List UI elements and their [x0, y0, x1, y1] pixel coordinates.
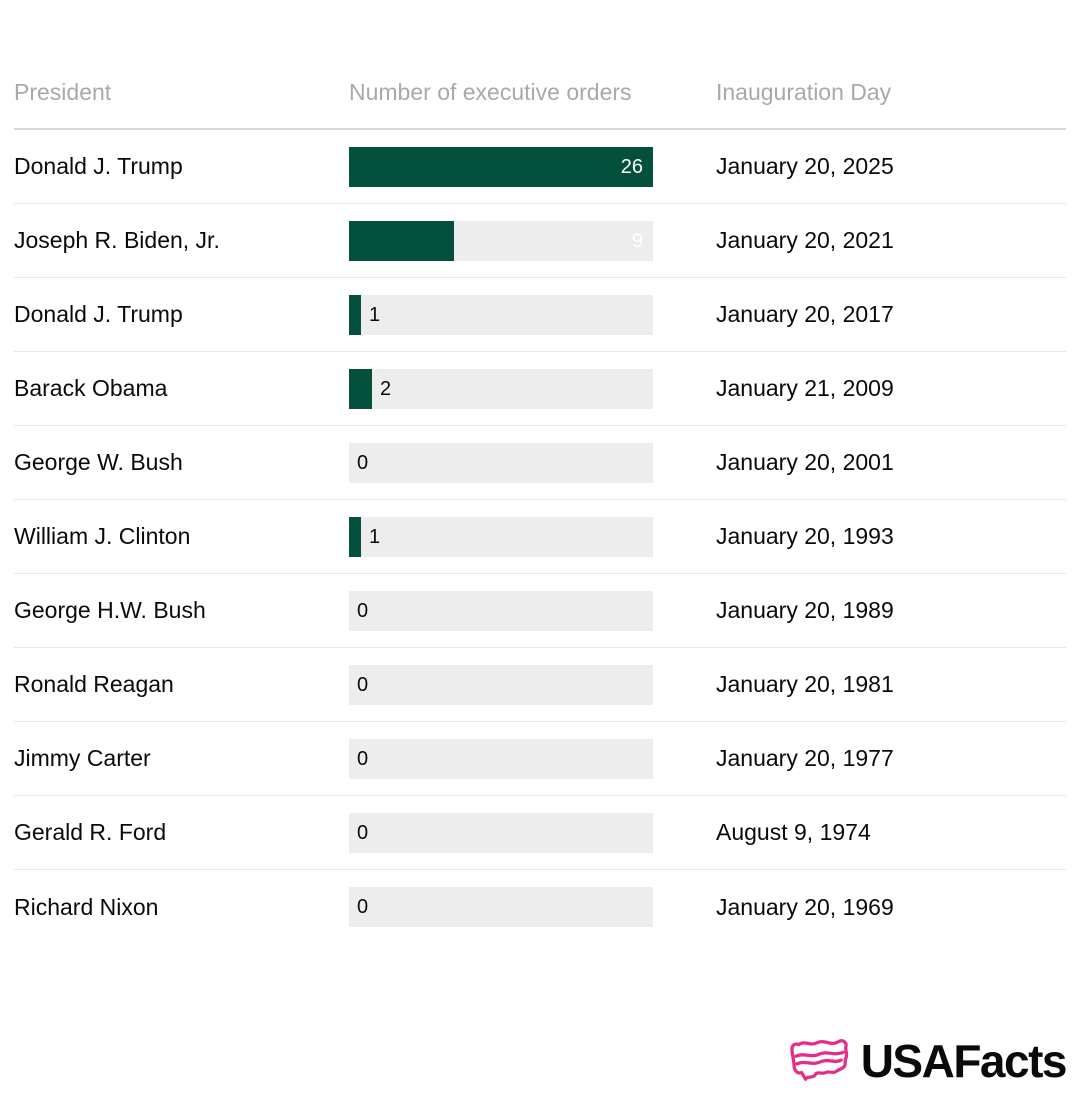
bar-value: 2 — [380, 377, 392, 400]
bar-value: 1 — [369, 303, 381, 326]
president-name: William J. Clinton — [14, 523, 191, 549]
table-row: Donald J. Trump 26 January 20, 2025 — [14, 130, 1066, 204]
table-body: Donald J. Trump 26 January 20, 2025 Jose… — [14, 130, 1066, 944]
president-name: Donald J. Trump — [14, 301, 183, 327]
president-name: George H.W. Bush — [14, 597, 206, 623]
president-name: George W. Bush — [14, 449, 183, 475]
orders-bar-cell: 1 — [349, 294, 716, 335]
column-header-president: President — [14, 79, 112, 105]
bar-fill — [349, 368, 372, 409]
bar-value: 0 — [357, 673, 369, 696]
column-header-inauguration: Inauguration Day — [716, 79, 892, 105]
bar-track: 2 — [349, 368, 653, 409]
president-name: Donald J. Trump — [14, 153, 183, 179]
usa-flag-map-icon — [790, 1039, 848, 1081]
table-row: Barack Obama 2 January 21, 2009 — [14, 352, 1066, 426]
inauguration-date: January 20, 1981 — [716, 671, 894, 697]
table-row: George W. Bush 0 January 20, 2001 — [14, 426, 1066, 500]
president-name: Richard Nixon — [14, 893, 159, 920]
table-row: William J. Clinton 1 January 20, 1993 — [14, 500, 1066, 574]
orders-bar-cell: 26 — [349, 146, 716, 187]
orders-bar-cell: 0 — [349, 664, 716, 705]
inauguration-date: January 20, 1969 — [716, 893, 894, 920]
orders-bar-cell: 0 — [349, 442, 716, 483]
bar-track: 26 — [349, 146, 653, 187]
bar-value: 0 — [357, 747, 369, 770]
bar-fill — [349, 516, 361, 557]
table-row: Donald J. Trump 1 January 20, 2017 — [14, 278, 1066, 352]
orders-bar-cell: 0 — [349, 590, 716, 631]
bar-track: 0 — [349, 738, 653, 779]
column-header-orders: Number of executive orders — [349, 79, 632, 105]
inauguration-date: January 20, 1977 — [716, 745, 894, 771]
orders-bar-cell: 0 — [349, 887, 716, 927]
table-header: President Number of executive orders Ina… — [14, 0, 1066, 130]
president-name: Jimmy Carter — [14, 745, 151, 771]
president-name: Joseph R. Biden, Jr. — [14, 227, 220, 253]
inauguration-date: January 21, 2009 — [716, 375, 894, 401]
usafacts-wordmark: USAFacts — [860, 1035, 1068, 1087]
bar-track: 0 — [349, 590, 653, 631]
inauguration-date: January 20, 2025 — [716, 153, 894, 179]
bar-fill — [349, 220, 454, 261]
bar-value: 0 — [357, 821, 369, 844]
bar-fill — [349, 146, 653, 187]
usafacts-logo[interactable]: USAFacts — [787, 1034, 1068, 1088]
orders-bar-cell: 0 — [349, 812, 716, 853]
president-name: Barack Obama — [14, 375, 168, 401]
bar-track: 0 — [349, 442, 653, 483]
orders-bar-cell: 0 — [349, 738, 716, 779]
bar-track: 1 — [349, 294, 653, 335]
table-row: George H.W. Bush 0 January 20, 1989 — [14, 574, 1066, 648]
bar-value: 0 — [357, 451, 369, 474]
bar-fill — [349, 294, 361, 335]
bar-value: 0 — [357, 896, 369, 918]
inauguration-date: January 20, 1993 — [716, 523, 894, 549]
bar-track: 0 — [349, 887, 653, 927]
orders-bar-cell: 1 — [349, 516, 716, 557]
orders-bar-cell: 2 — [349, 368, 716, 409]
bar-track: 0 — [349, 664, 653, 705]
table-row: Ronald Reagan 0 January 20, 1981 — [14, 648, 1066, 722]
president-name: Ronald Reagan — [14, 671, 174, 697]
inauguration-date: August 9, 1974 — [716, 819, 871, 845]
bar-value: 9 — [631, 229, 643, 252]
inauguration-date: January 20, 2001 — [716, 449, 894, 475]
bar-track: 0 — [349, 812, 653, 853]
inauguration-date: January 20, 1989 — [716, 597, 894, 623]
bar-value: 0 — [357, 599, 369, 622]
bar-track: 1 — [349, 516, 653, 557]
table-row: Joseph R. Biden, Jr. 9 January 20, 2021 — [14, 204, 1066, 278]
inauguration-date: January 20, 2017 — [716, 301, 894, 327]
orders-bar-cell: 9 — [349, 220, 716, 261]
president-name: Gerald R. Ford — [14, 819, 167, 845]
table-row: Jimmy Carter 0 January 20, 1977 — [14, 722, 1066, 796]
bar-track: 9 — [349, 220, 653, 261]
bar-value: 1 — [369, 525, 381, 548]
inauguration-date: January 20, 2021 — [716, 227, 894, 253]
bar-value: 26 — [620, 155, 643, 178]
table-row: Gerald R. Ford 0 August 9, 1974 — [14, 796, 1066, 870]
table-row: Richard Nixon 0 January 20, 1969 — [14, 870, 1066, 944]
